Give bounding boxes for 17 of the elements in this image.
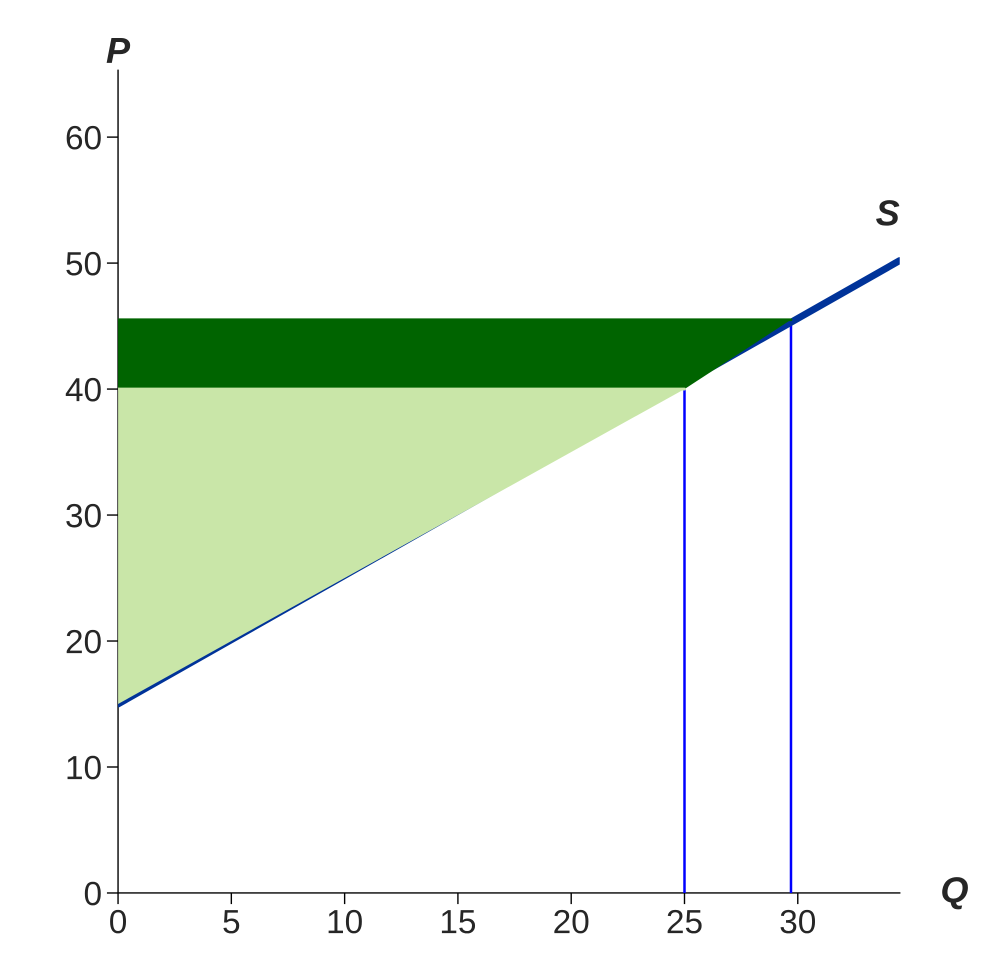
y-tick-label: 10 [68, 756, 101, 780]
y-tick-label: 30 [66, 504, 101, 528]
x-tick-label: 0 [110, 910, 126, 934]
x-tick-label: 5 [223, 910, 240, 934]
x-tick-label: 30 [780, 910, 816, 934]
y-axis-title: P [106, 38, 130, 63]
annotation: S [876, 200, 900, 226]
x-tick-label: 15 [442, 910, 476, 934]
y-tick-label: 0 [84, 882, 101, 906]
x-tick-label: 25 [668, 910, 702, 934]
y-tick-label: 60 [66, 126, 101, 150]
y-tick-label: 50 [66, 252, 101, 276]
y-tick-label: 20 [66, 630, 101, 654]
x-tick-label: 20 [554, 910, 588, 934]
y-tick-label: 40 [66, 378, 101, 402]
x-tick-label: 10 [328, 910, 362, 934]
x-axis-title: Q [942, 877, 968, 910]
